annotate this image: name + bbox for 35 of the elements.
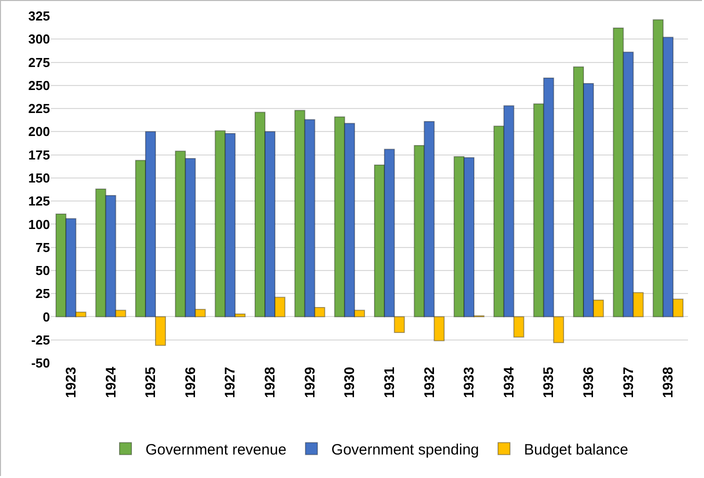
y-tick-label: 200 — [28, 124, 50, 140]
y-tick-label: 0 — [42, 309, 50, 324]
x-tick-label: 1929 — [301, 366, 318, 398]
y-tick-label: 100 — [28, 216, 50, 232]
y-tick-label: 25 — [36, 286, 50, 302]
y-tick-label: -25 — [31, 332, 50, 348]
x-tick-label: 1923 — [62, 366, 78, 398]
y-tick-label: 250 — [28, 78, 50, 93]
x-tick-label: 1927 — [222, 366, 238, 398]
legend-label: Government spending — [331, 442, 480, 458]
y-tick-label: 275 — [28, 54, 50, 70]
y-tick-label: 225 — [28, 101, 50, 116]
x-tick-label: 1926 — [182, 366, 198, 398]
x-tick-label: 1938 — [660, 366, 676, 398]
y-tick-label: 150 — [28, 170, 50, 186]
x-tick-label: 1931 — [380, 366, 397, 398]
x-tick-label: 1936 — [580, 366, 596, 398]
x-tick-label: 1934 — [500, 366, 516, 398]
y-tick-label: 50 — [36, 263, 50, 278]
x-tick-label: 1925 — [142, 366, 158, 398]
x-tick-label: 1933 — [460, 366, 477, 398]
y-tick-label: 125 — [28, 194, 50, 209]
y-tick-label: 175 — [28, 147, 50, 162]
legend-label: Government revenue — [146, 442, 286, 458]
y-tick-label: 75 — [36, 240, 50, 255]
x-tick-label: 1924 — [102, 366, 118, 398]
x-tick-label: 1932 — [420, 366, 437, 398]
x-tick-label: 1930 — [341, 366, 358, 398]
x-tick-label: 1935 — [540, 366, 556, 398]
y-tick-label: -50 — [31, 356, 50, 371]
x-tick-label: 1928 — [262, 366, 278, 398]
legend-label: Budget balance — [524, 442, 628, 458]
x-tick-label: 1937 — [620, 366, 636, 398]
y-tick-label: 300 — [28, 32, 50, 47]
y-tick-label: 325 — [28, 8, 50, 24]
